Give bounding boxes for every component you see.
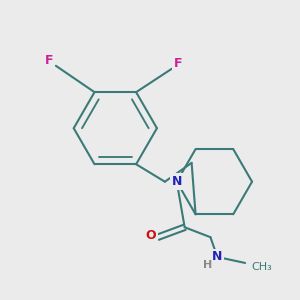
Text: O: O: [146, 229, 156, 242]
Text: N: N: [172, 175, 182, 188]
Text: F: F: [45, 54, 53, 67]
Text: H: H: [203, 260, 212, 270]
Text: F: F: [173, 57, 182, 70]
Text: CH₃: CH₃: [251, 262, 272, 272]
Text: N: N: [212, 250, 223, 263]
